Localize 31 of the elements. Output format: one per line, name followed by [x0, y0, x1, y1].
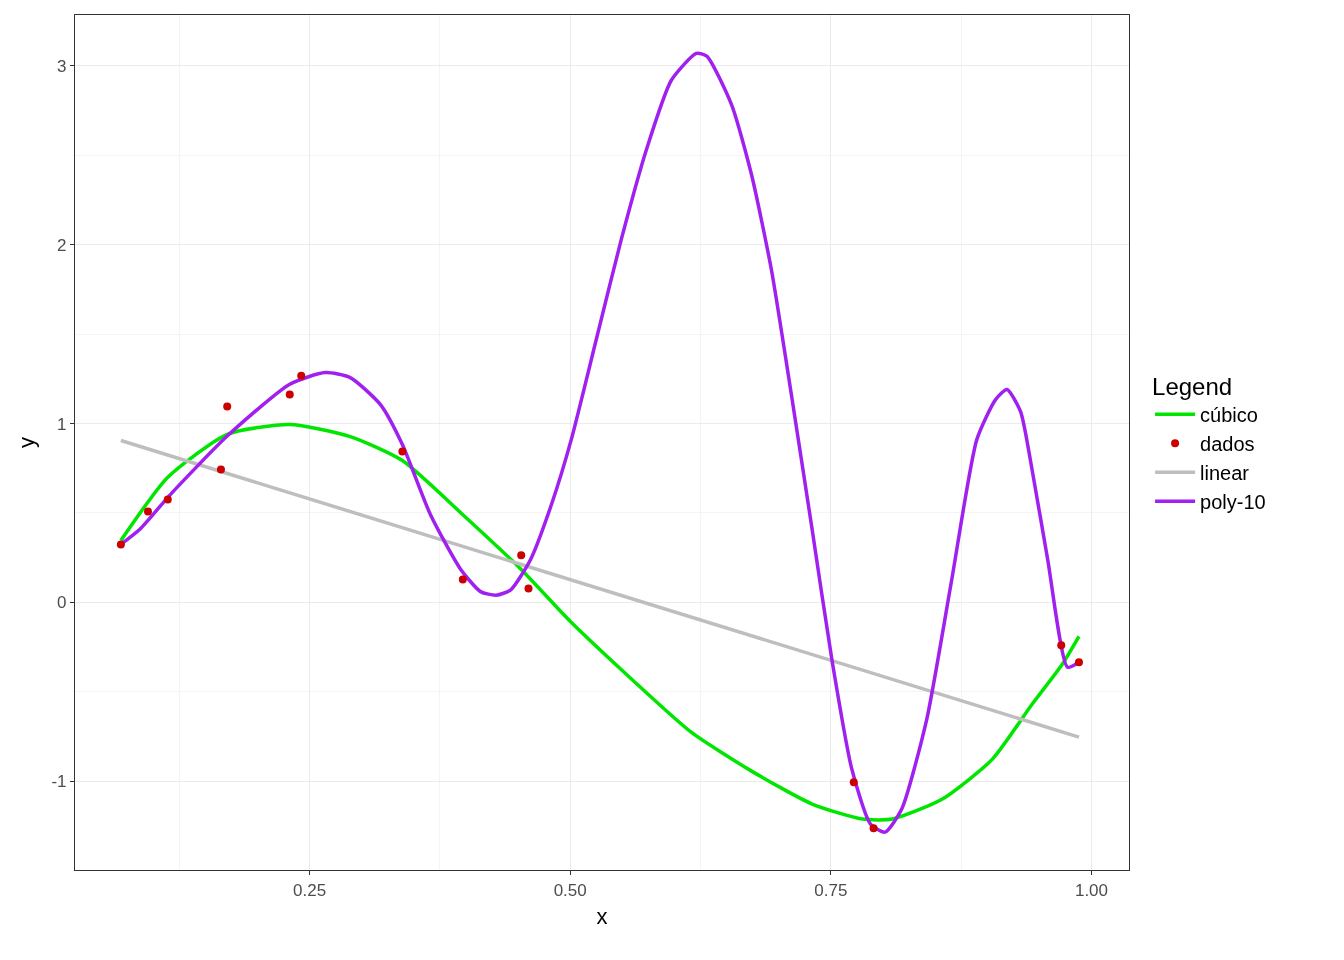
- x-axis-title: x: [596, 904, 608, 930]
- y-axis-title: y: [14, 437, 40, 448]
- x-tick-label: 0.50: [553, 880, 587, 900]
- point: [1057, 641, 1066, 650]
- point: [458, 575, 467, 584]
- point: [216, 465, 225, 474]
- point: [849, 778, 858, 787]
- point: [517, 551, 526, 560]
- point: [285, 390, 294, 399]
- y-tick-label: -1: [51, 772, 67, 792]
- point: [398, 447, 407, 456]
- point: [223, 402, 232, 411]
- point: [524, 584, 533, 593]
- y-tick-label: 1: [57, 414, 67, 434]
- point: [869, 824, 878, 833]
- y-tick-label: 2: [57, 235, 67, 255]
- point: [297, 371, 306, 380]
- point: [163, 495, 172, 504]
- y-tick-label: 0: [57, 593, 67, 613]
- y-tick-label: 3: [57, 56, 67, 76]
- point: [143, 507, 152, 516]
- x-tick-label: 0.75: [814, 880, 848, 900]
- x-tick-label: 1.00: [1074, 880, 1109, 900]
- point: [1074, 658, 1083, 667]
- legend-label: poly-10: [1200, 491, 1266, 513]
- legend-label: cúbico: [1200, 404, 1258, 426]
- x-tick-label: 0.25: [293, 880, 327, 900]
- legend-label: linear: [1200, 462, 1250, 484]
- legend-title: Legend: [1152, 372, 1233, 400]
- legend-label: dados: [1200, 433, 1255, 455]
- point: [116, 540, 125, 549]
